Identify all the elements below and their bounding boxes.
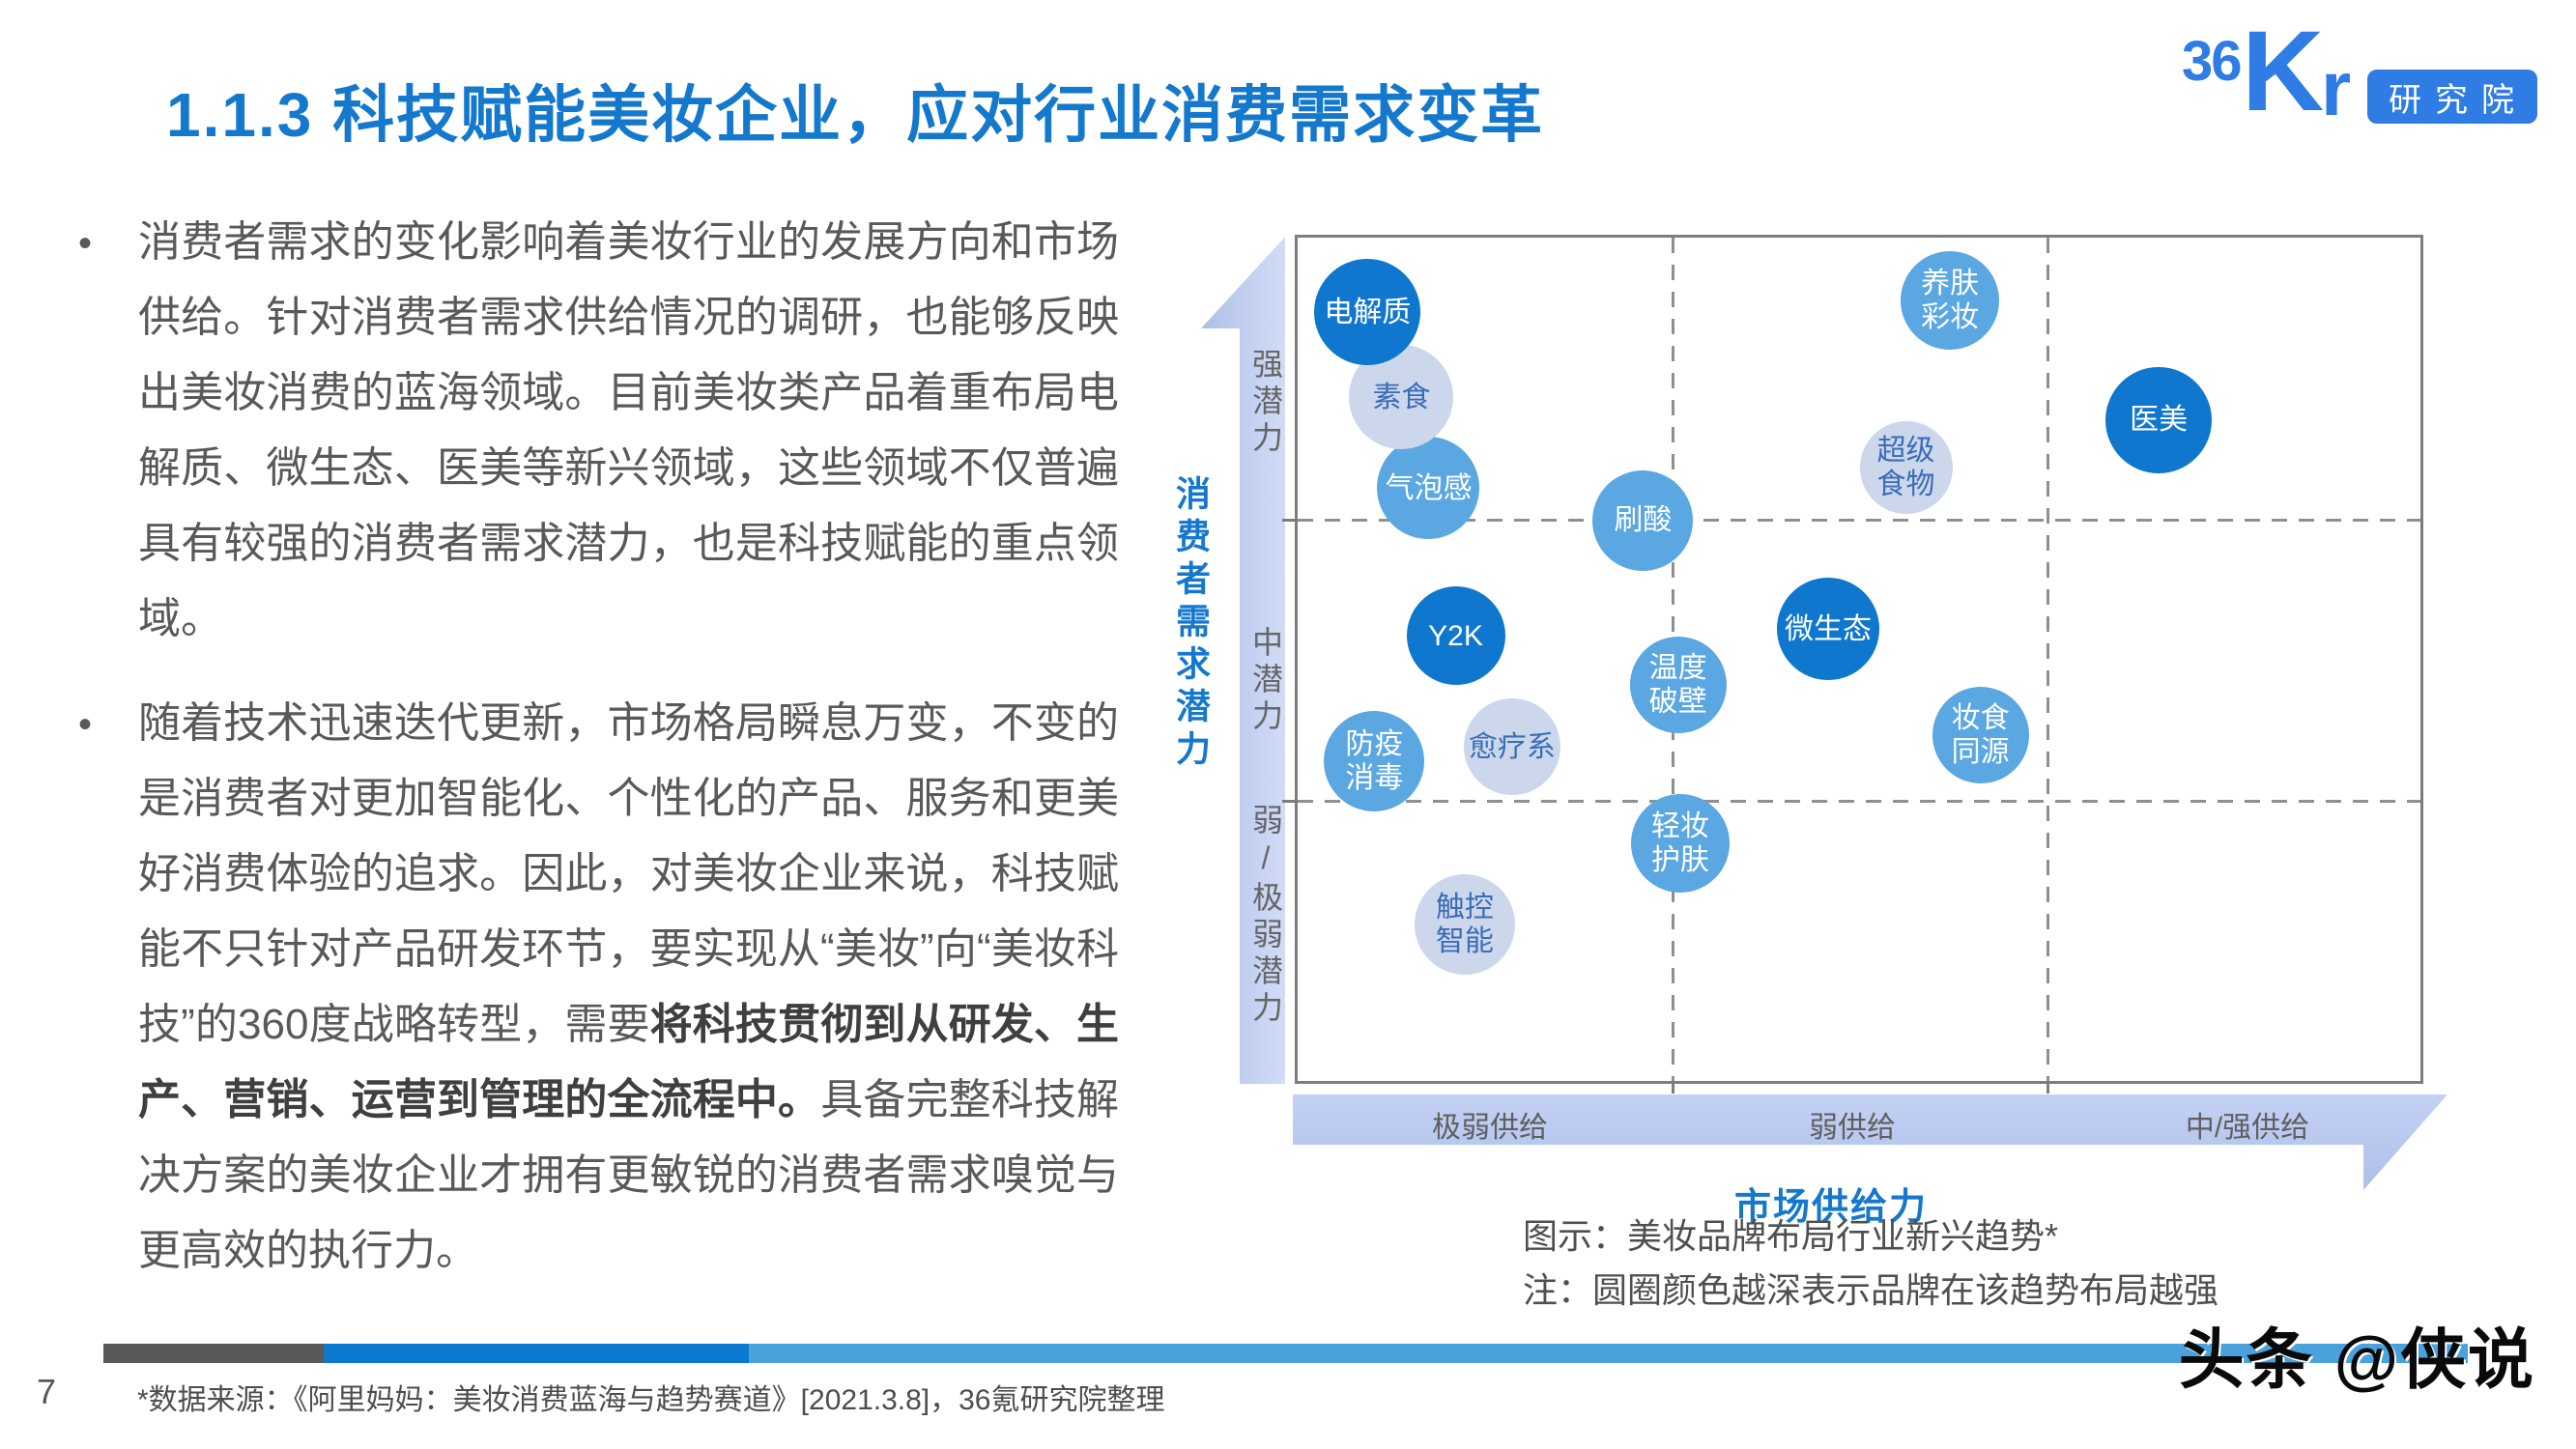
x-axis-title: 市场供给力 [1733,1187,1928,1228]
footer-bar-lightblue [749,1344,2468,1363]
footer-bar-blue [324,1344,749,1363]
chart-bubble: 温度 破壁 [1629,637,1727,734]
grid-line-horizontal-1 [1298,518,2420,522]
chart-caption-title: 图示：美妆品牌布局行业新兴趋势* [1523,1216,2059,1256]
bullet-paragraph: 消费者需求的变化影响着美妆行业的发展方向和市场供给。针对消费者需求供给情况的调研… [138,218,1119,642]
bullet-paragraph: 随着技术迅速迭代更新，市场格局瞬息万变，不变的是消费者对更加智能化、个性化的产品… [138,699,1120,1274]
data-source: *数据来源：《阿里妈妈：美妆消费蓝海与趋势赛道》[2021.3.8]，36氪研究… [137,1384,1165,1416]
x-band-mid-strong: 中/强供给 [2185,1112,2310,1144]
bullet-item: • 随着技术迅速迭代更新，市场格局瞬息万变，不变的是消费者对更加智能化、个性化的产… [78,686,1121,1289]
y-axis-arrow [1201,237,1285,1084]
grid-line-vertical-2 [2046,238,2049,1081]
y-tick-2 [1282,799,1295,803]
logo-r: r [2321,45,2352,131]
bullet-dot: • [78,222,93,265]
x-band-very-weak: 极弱供给 [1432,1112,1548,1144]
chart-bubble: Y2K [1406,586,1505,686]
chart-bubble: 轻妆 护肤 [1630,793,1730,893]
y-band-weak: 弱/极弱潜力 [1248,804,1283,1028]
chart-bubble: 刷酸 [1592,469,1694,571]
body-text: • 消费者需求的变化影响着美妆行业的发展方向和市场供给。针对消费者需求供给情况的调… [78,205,1121,1318]
page-title: 1.1.3 科技赋能美妆企业，应对行业消费需求变革 [166,80,1545,150]
bullet-item: • 消费者需求的变化影响着美妆行业的发展方向和市场供给。针对消费者需求供给情况的调… [78,205,1121,657]
chart-bubble: 超级 食物 [1859,421,1953,515]
chart-caption-note: 注：圆圈颜色越深表示品牌在该趋势布局越强 [1523,1270,2219,1310]
36kr-logo: 36 K r 研究院 [2174,8,2551,143]
chart-bubble: 医美 [2105,366,2213,473]
page-number: 7 [37,1372,57,1411]
bullet-dot: • [78,703,93,746]
grid-line-horizontal-2 [1298,799,2420,803]
y-band-mid: 中潜力 [1248,626,1283,736]
logo-research-badge: 研究院 [2367,70,2537,124]
x-axis-arrow [1293,1094,2447,1190]
x-tick-2 [2046,1081,2049,1094]
chart-bubble: 妆食 同源 [1932,687,2029,784]
logo-k: K [2242,8,2325,135]
footer-bar-gray [103,1344,324,1363]
x-tick-1 [1672,1081,1675,1094]
x-band-weak: 弱供给 [1809,1112,1896,1144]
chart-bubble: 电解质 [1314,259,1421,366]
chart-caption: 图示：美妆品牌布局行业新兴趋势* 注：圆圈颜色越深表示品牌在该趋势布局越强 [1523,1209,2218,1318]
chart-bubble: 触控 智能 [1414,874,1515,976]
chart-bubble: 养肤 彩妆 [1901,251,2000,351]
watermark: 头条 @侠说 [2178,1323,2535,1397]
y-band-strong: 强潜力 [1248,348,1283,458]
y-tick-1 [1282,518,1295,522]
logo-36: 36 [2182,30,2242,93]
bubble-chart-plot: 气泡感 素食 电解质 刷酸 养肤 彩妆 医美 超级 食物 Y2K 微生态 温度 破壁 妆食 同源 愈疗… [1282,235,2423,1094]
chart-bubble: 微生态 [1776,578,1879,681]
y-axis-title: 消费者需求潜力 [1171,475,1211,773]
chart-bubble: 防疫 消毒 [1324,711,1425,812]
chart-bubble: 愈疗系 [1463,698,1560,796]
chart-bubble: 气泡感 [1377,437,1480,540]
